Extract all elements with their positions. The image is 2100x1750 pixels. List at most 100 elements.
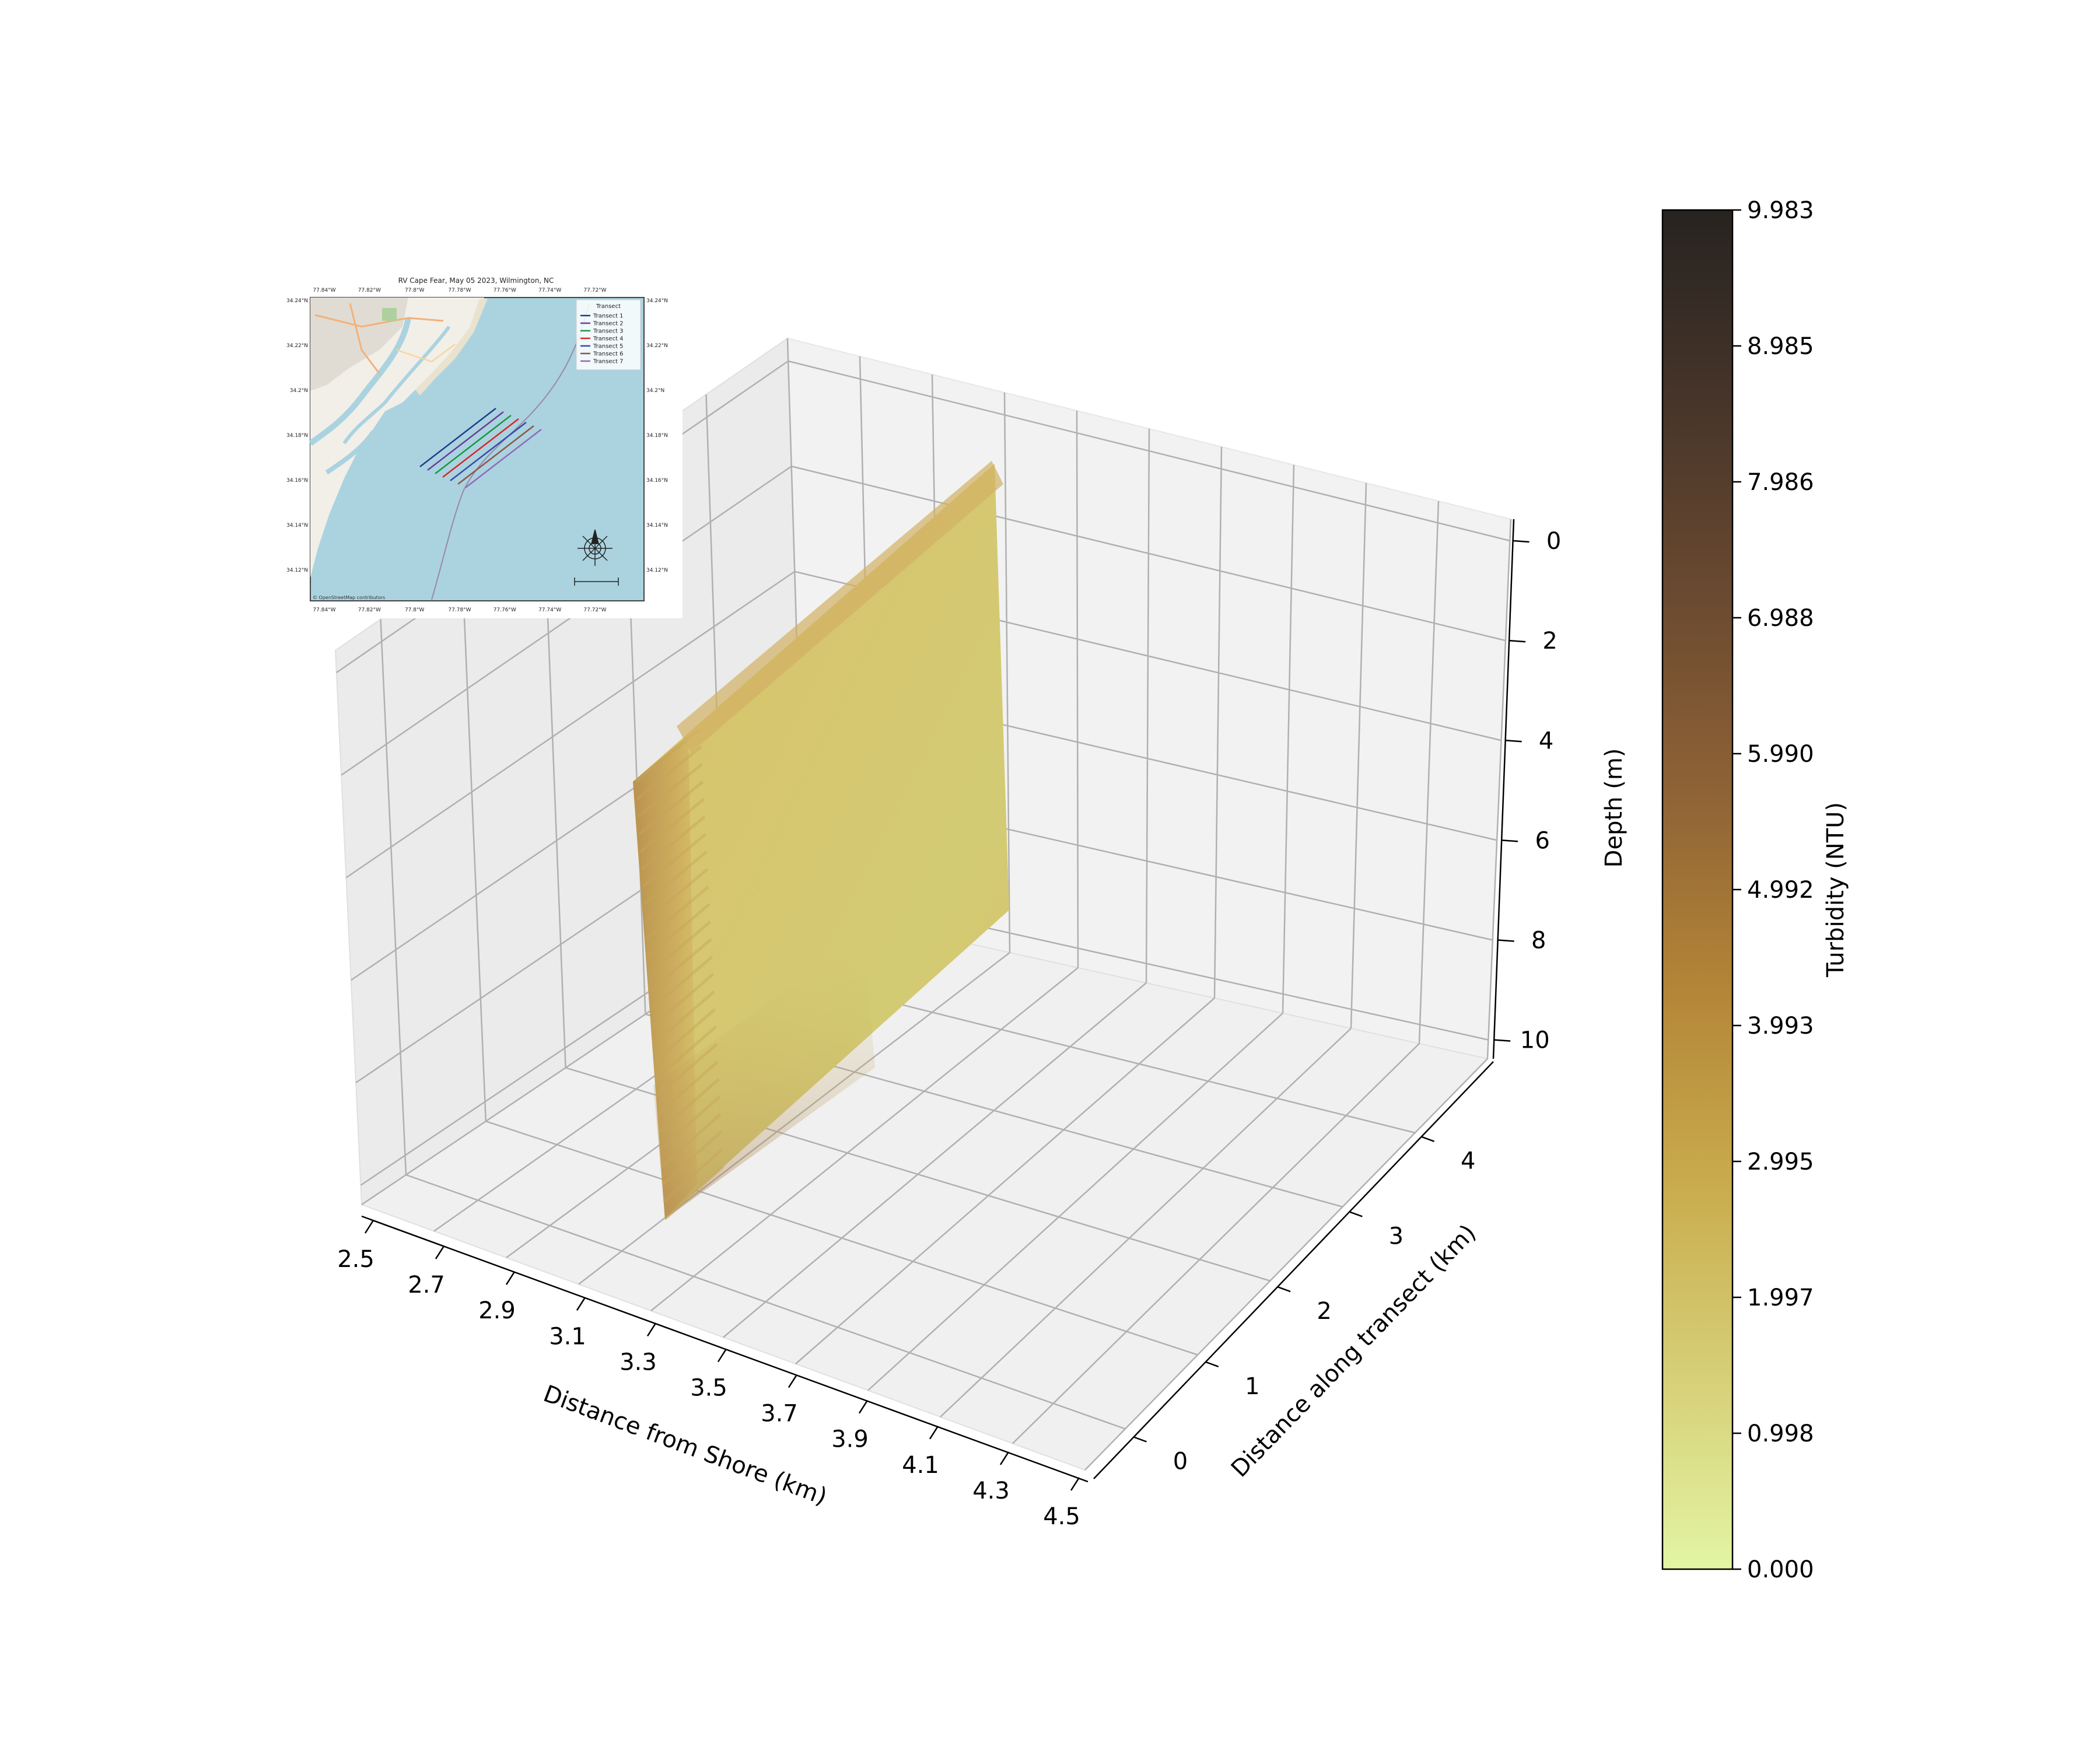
z-tick bbox=[1509, 639, 1526, 643]
inset-lon-label: 77.8°W bbox=[405, 607, 425, 613]
y-tick-label: 3 bbox=[1389, 1223, 1404, 1250]
inset-map-creek bbox=[325, 430, 376, 475]
inset-lon-label: 77.76°W bbox=[494, 607, 516, 613]
x-axis-line bbox=[361, 1215, 1088, 1483]
transect-line bbox=[457, 425, 534, 485]
inset-lon-ticks-bottom: 77.84°W 77.82°W 77.8°W 77.78°W 77.76°W 77.74°… bbox=[313, 607, 606, 613]
colorbar-tick-label: 9.983 bbox=[1747, 197, 1814, 224]
inset-lon-label: 77.74°W bbox=[538, 288, 561, 293]
inset-lat-label: 34.22°N bbox=[646, 343, 668, 349]
x-tick-label: 2.9 bbox=[478, 1297, 516, 1324]
inset-lon-label: 77.76°W bbox=[494, 288, 516, 293]
z-tick bbox=[1494, 1039, 1511, 1042]
inset-lon-label: 77.84°W bbox=[313, 607, 335, 613]
inset-lat-label: 34.12°N bbox=[286, 568, 308, 573]
inset-map-sound bbox=[342, 326, 451, 444]
inset-map-park bbox=[382, 308, 397, 321]
inset-lat-label: 34.18°N bbox=[646, 433, 668, 439]
scale-bar bbox=[574, 578, 619, 586]
colorbar-tick-label: 0.000 bbox=[1747, 1556, 1814, 1583]
legend-entry: Transect 6 bbox=[593, 351, 624, 358]
surface-transect-1 bbox=[633, 461, 1009, 1220]
y-tick-label: 1 bbox=[1245, 1373, 1259, 1400]
y-tick-label: 2 bbox=[1317, 1298, 1331, 1325]
inset-lat-label: 34.2°N bbox=[290, 388, 308, 394]
surface-striations bbox=[635, 728, 724, 1220]
colorbar-tick-label: 7.986 bbox=[1747, 469, 1814, 496]
y-tick bbox=[1421, 1136, 1435, 1142]
transect-line bbox=[450, 422, 527, 481]
compass-rose-icon bbox=[578, 529, 612, 566]
colorbar-tick-label: 8.985 bbox=[1747, 333, 1814, 360]
legend-entry: Transect 7 bbox=[593, 359, 624, 365]
x-tick-label: 2.7 bbox=[408, 1272, 445, 1298]
inset-map-river bbox=[309, 317, 411, 446]
inset-map-attribution: © OpenStreetMap contributors bbox=[313, 595, 385, 600]
y-tick bbox=[1277, 1286, 1291, 1293]
transect-line bbox=[442, 418, 519, 478]
inset-lon-ticks-top: 77.84°W 77.82°W 77.8°W 77.78°W 77.76°W 77.74°… bbox=[313, 288, 606, 293]
colorbar-tick-label: 6.988 bbox=[1747, 605, 1814, 632]
legend-entry: Transect 2 bbox=[593, 321, 624, 327]
z-ticks: 0 2 4 6 8 10 bbox=[1494, 528, 1561, 1054]
inset-lat-label: 34.24°N bbox=[286, 298, 308, 304]
colorbar-tick-label: 4.992 bbox=[1747, 877, 1814, 904]
z-tick-label: 0 bbox=[1546, 528, 1561, 555]
z-tick-label: 6 bbox=[1535, 827, 1549, 854]
x-tick bbox=[858, 1400, 869, 1414]
inset-map-road-1 bbox=[314, 314, 444, 328]
x-tick-label: 4.1 bbox=[902, 1452, 939, 1479]
y-axis-line bbox=[1093, 1061, 1494, 1479]
z-tick bbox=[1502, 839, 1518, 842]
legend-entry: Transect 4 bbox=[593, 336, 624, 342]
inset-map: RV Cape Fear, May 05 2023, Wilmington, N… bbox=[271, 268, 682, 618]
x-tick bbox=[505, 1271, 516, 1285]
inset-lon-label: 77.72°W bbox=[583, 607, 606, 613]
colorbar-tick-label: 0.998 bbox=[1747, 1420, 1814, 1447]
z-tick-label: 8 bbox=[1531, 928, 1546, 954]
inset-lat-label: 34.24°N bbox=[646, 298, 668, 304]
colorbar-strip bbox=[1661, 209, 1734, 1570]
inset-lon-label: 77.82°W bbox=[358, 607, 381, 613]
inset-lon-label: 77.72°W bbox=[583, 288, 606, 293]
y-tick bbox=[1205, 1361, 1219, 1367]
surface-bottom-shade bbox=[653, 933, 875, 1219]
z-tick bbox=[1513, 540, 1530, 543]
inset-lon-label: 77.78°W bbox=[448, 607, 471, 613]
inset-lat-label: 34.2°N bbox=[646, 388, 664, 394]
inset-lon-label: 77.74°W bbox=[538, 607, 561, 613]
inset-lon-label: 77.82°W bbox=[358, 288, 381, 293]
inset-lon-label: 77.8°W bbox=[405, 288, 425, 293]
x-tick bbox=[929, 1426, 939, 1440]
y-ticks: 0 1 2 3 4 bbox=[1133, 1136, 1475, 1475]
surface-face bbox=[633, 464, 1009, 1219]
inset-lon-label: 77.78°W bbox=[448, 288, 471, 293]
inset-lat-label: 34.12°N bbox=[646, 568, 668, 573]
z-tick bbox=[1497, 939, 1514, 942]
x-tick bbox=[435, 1245, 445, 1259]
colorbar-ticks: 0.000 0.998 1.997 2.995 3.993 4.992 5.990 6.988… bbox=[1732, 197, 1814, 1583]
legend-entry: Transect 5 bbox=[593, 344, 624, 350]
inset-lat-ticks-left: 34.24°N 34.22°N 34.2°N 34.18°N 34.16°N 34.14°… bbox=[286, 298, 308, 573]
transect-line bbox=[419, 408, 496, 467]
x-tick-label: 3.9 bbox=[831, 1426, 869, 1453]
colorbar-tick-label: 2.995 bbox=[1747, 1149, 1814, 1175]
inset-map-barrier-island bbox=[415, 299, 488, 396]
transect-line bbox=[427, 411, 504, 471]
x-tick-label: 4.5 bbox=[1043, 1503, 1080, 1530]
z-tick-label: 4 bbox=[1539, 727, 1553, 754]
z-tick-label: 2 bbox=[1542, 628, 1557, 654]
inset-map-depth-contour bbox=[431, 303, 590, 600]
inset-lat-label: 34.16°N bbox=[646, 478, 668, 484]
inset-lat-label: 34.16°N bbox=[286, 478, 308, 484]
colorbar-tick-label: 5.990 bbox=[1747, 741, 1814, 768]
colorbar: 0.000 0.998 1.997 2.995 3.993 4.992 5.990 6.988… bbox=[1661, 197, 1849, 1583]
colorbar-tick-label: 3.993 bbox=[1747, 1013, 1814, 1040]
y-tick-label: 0 bbox=[1173, 1448, 1188, 1475]
x-tick bbox=[646, 1322, 657, 1337]
y-tick-label: 4 bbox=[1461, 1148, 1475, 1175]
x-tick bbox=[788, 1374, 798, 1388]
inset-lon-label: 77.84°W bbox=[313, 288, 335, 293]
